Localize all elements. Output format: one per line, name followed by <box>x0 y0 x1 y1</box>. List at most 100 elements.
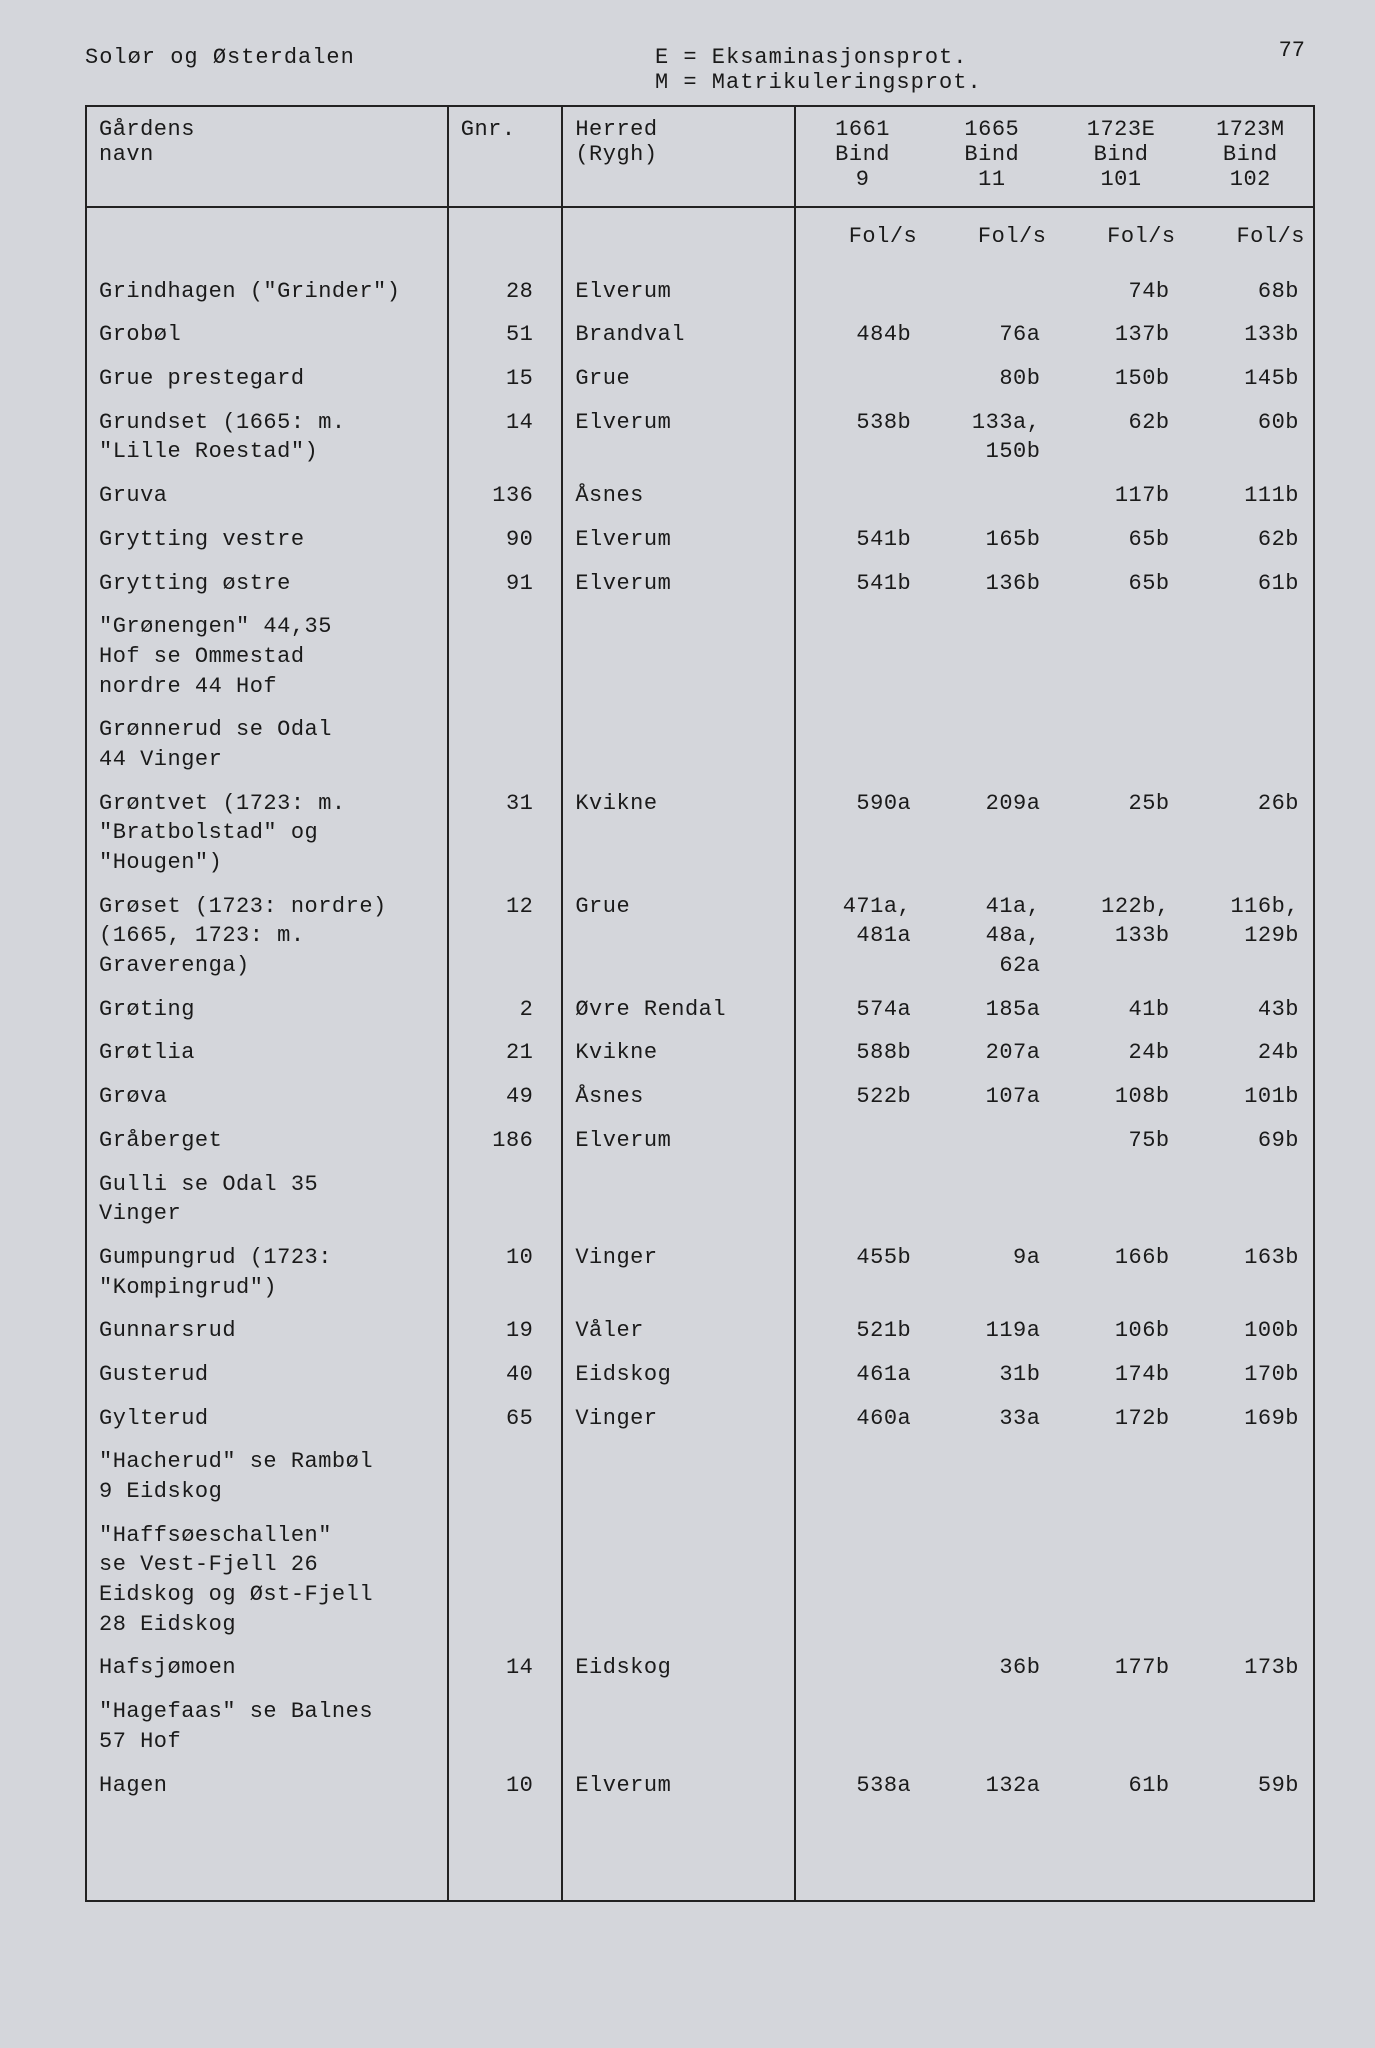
cell-1723e: 137b <box>1054 313 1183 357</box>
cell-gnr: 10 <box>448 1236 563 1309</box>
header-row-1: Gårdens navn Gnr. Herred (Rygh) 1661 Bin… <box>86 106 1314 207</box>
table-row: Gylterud65Vinger460a33a172b169b <box>86 1397 1314 1441</box>
cell-herred: Elverum <box>562 1119 795 1163</box>
fols-row: Fol/sFol/sFol/sFol/s <box>86 207 1314 270</box>
col-herred-header: Herred (Rygh) <box>562 106 795 207</box>
cell-1723e: 106b <box>1054 1309 1183 1353</box>
h-y2-2: Bind <box>964 142 1019 167</box>
cell-1661 <box>795 708 925 781</box>
table-row: "Grønengen" 44,35Hof se Ommestadnordre 4… <box>86 605 1314 708</box>
cell-herred: Brandval <box>562 313 795 357</box>
cell-navn: "Haffsøeschallen"se Vest-Fjell 26Eidskog… <box>86 1514 448 1647</box>
table-row: "Hacherud" se Rambøl9 Eidskog <box>86 1440 1314 1513</box>
cell-1723m: 173b <box>1184 1646 1314 1690</box>
farm-table: Gårdens navn Gnr. Herred (Rygh) 1661 Bin… <box>85 105 1315 1902</box>
cell-navn: Grundset (1665: m."Lille Roestad") <box>86 401 448 474</box>
table-row: Grytting vestre90Elverum541b165b65b62b <box>86 518 1314 562</box>
cell-1723e: 61b <box>1054 1764 1183 1902</box>
cell-navn: Grøtlia <box>86 1031 448 1075</box>
cell-herred <box>562 1690 795 1763</box>
table-row: Grønnerud se Odal44 Vinger <box>86 708 1314 781</box>
cell-1665: 165b <box>925 518 1054 562</box>
cell-gnr: 12 <box>448 885 563 988</box>
cell-herred <box>562 1440 795 1513</box>
cell-navn: "Grønengen" 44,35Hof se Ommestadnordre 4… <box>86 605 448 708</box>
legend-m: M = Matrikuleringsprot. <box>655 70 1315 95</box>
cell-1723e: 41b <box>1054 988 1183 1032</box>
cell-herred: Våler <box>562 1309 795 1353</box>
cell-1665: 9a <box>925 1236 1054 1309</box>
fols-gnr <box>448 207 563 270</box>
cell-1723m: 133b <box>1184 313 1314 357</box>
cell-1665: 136b <box>925 562 1054 606</box>
cell-1665 <box>925 708 1054 781</box>
cell-navn: Grøntvet (1723: m."Bratbolstad" og"Houge… <box>86 782 448 885</box>
table-row: Gusterud40Eidskog461a31b174b170b <box>86 1353 1314 1397</box>
cell-navn: Gråberget <box>86 1119 448 1163</box>
table-row: Gruva136Åsnes117b111b <box>86 474 1314 518</box>
cell-1723m: 170b <box>1184 1353 1314 1397</box>
cell-1723m <box>1184 605 1314 708</box>
cell-1723m: 145b <box>1184 357 1314 401</box>
table-row: Gråberget186Elverum75b69b <box>86 1119 1314 1163</box>
cell-herred <box>562 708 795 781</box>
h-y2-3: 11 <box>978 167 1005 192</box>
table-row: "Haffsøeschallen"se Vest-Fjell 26Eidskog… <box>86 1514 1314 1647</box>
table-row: Hafsjømoen14Eidskog36b177b173b <box>86 1646 1314 1690</box>
table-row: Grøva49Åsnes522b107a108b101b <box>86 1075 1314 1119</box>
cell-1665: 76a <box>925 313 1054 357</box>
cell-navn: Grøting <box>86 988 448 1032</box>
cell-1723e: 150b <box>1054 357 1183 401</box>
cell-1661: 541b <box>795 562 925 606</box>
cell-1723m <box>1184 1514 1314 1647</box>
cell-navn: Hafsjømoen <box>86 1646 448 1690</box>
cell-navn: "Hagefaas" se Balnes57 Hof <box>86 1690 448 1763</box>
cell-1723e: 65b <box>1054 562 1183 606</box>
cell-1723e <box>1054 1440 1183 1513</box>
cell-herred: Kvikne <box>562 1031 795 1075</box>
cell-1661 <box>795 270 925 314</box>
table-row: Hagen10Elverum538a132a61b59b <box>86 1764 1314 1902</box>
page-number: 77 <box>1279 38 1305 63</box>
cell-gnr: 10 <box>448 1764 563 1902</box>
h-y2-1: 1665 <box>964 117 1019 142</box>
cell-1661: 461a <box>795 1353 925 1397</box>
col-1661-header: 1661 Bind 9 <box>795 106 925 207</box>
cell-1723m: 116b,129b <box>1184 885 1314 988</box>
cell-1723m: 100b <box>1184 1309 1314 1353</box>
table-row: Grue prestegard15Grue80b150b145b <box>86 357 1314 401</box>
cell-navn: Grøva <box>86 1075 448 1119</box>
cell-gnr: 28 <box>448 270 563 314</box>
cell-1723m <box>1184 1163 1314 1236</box>
table-row: Grøting2Øvre Rendal574a185a41b43b <box>86 988 1314 1032</box>
cell-herred: Elverum <box>562 1764 795 1902</box>
cell-1723e: 65b <box>1054 518 1183 562</box>
cell-navn: Gumpungrud (1723:"Kompingrud") <box>86 1236 448 1309</box>
cell-navn: Hagen <box>86 1764 448 1902</box>
cell-1665 <box>925 270 1054 314</box>
cell-herred: Åsnes <box>562 474 795 518</box>
cell-1665: 33a <box>925 1397 1054 1441</box>
cell-navn: Grue prestegard <box>86 357 448 401</box>
cell-1665: 133a,150b <box>925 401 1054 474</box>
cell-1723e: 74b <box>1054 270 1183 314</box>
cell-1665: 31b <box>925 1353 1054 1397</box>
h-y3-1: 1723E <box>1087 117 1156 142</box>
document-page: 77 Solør og Østerdalen E = Eksaminasjons… <box>0 0 1375 2048</box>
cell-1723m: 60b <box>1184 401 1314 474</box>
cell-herred: Vinger <box>562 1236 795 1309</box>
h-y3-3: 101 <box>1100 167 1141 192</box>
cell-1723e <box>1054 1690 1183 1763</box>
cell-gnr <box>448 1163 563 1236</box>
h-y4-1: 1723M <box>1216 117 1285 142</box>
cell-navn: Grytting østre <box>86 562 448 606</box>
h-navn-l1: Gårdens <box>99 117 195 142</box>
region-title: Solør og Østerdalen <box>85 45 655 95</box>
cell-1723e <box>1054 1163 1183 1236</box>
cell-1661 <box>795 1514 925 1647</box>
cell-1723m: 62b <box>1184 518 1314 562</box>
cell-1661: 574a <box>795 988 925 1032</box>
cell-1665 <box>925 474 1054 518</box>
cell-1665: 41a,48a,62a <box>925 885 1054 988</box>
cell-navn: Gulli se Odal 35Vinger <box>86 1163 448 1236</box>
